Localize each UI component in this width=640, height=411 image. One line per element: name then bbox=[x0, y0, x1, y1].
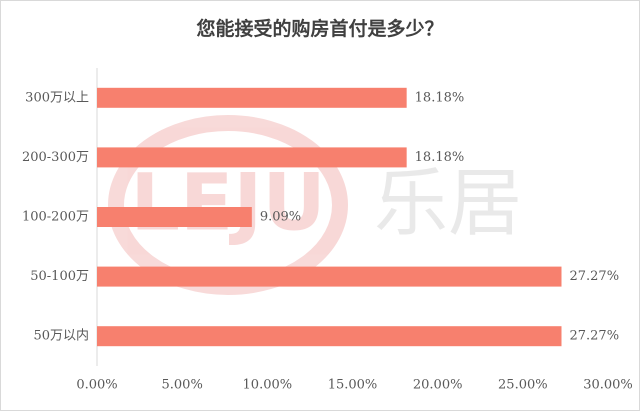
y-tick-label: 50万以内 bbox=[33, 328, 89, 344]
y-tick-label: 50-100万 bbox=[30, 269, 89, 284]
y-tick-label: 200-300万 bbox=[22, 150, 89, 165]
value-label: 18.18% bbox=[415, 90, 465, 105]
value-label: 9.09% bbox=[260, 210, 301, 225]
y-tick-label: 100-200万 bbox=[22, 210, 89, 225]
value-label: 27.27% bbox=[569, 329, 619, 344]
watermark-text: 乐居 bbox=[374, 161, 522, 247]
watermark-logo: LEJU bbox=[130, 158, 325, 248]
value-label: 27.27% bbox=[569, 269, 619, 284]
x-tick-label: 25.00% bbox=[498, 378, 548, 393]
x-tick-label: 5.00% bbox=[162, 378, 203, 393]
watermark-ring bbox=[108, 115, 348, 295]
bar bbox=[97, 207, 252, 227]
x-tick-label: 10.00% bbox=[243, 378, 293, 393]
watermark: LEJU 乐居 bbox=[108, 115, 522, 295]
x-tick-label: 30.00% bbox=[583, 378, 633, 393]
bar bbox=[97, 147, 407, 168]
bar bbox=[97, 326, 562, 347]
x-tick-label: 0.00% bbox=[76, 378, 117, 393]
y-tick-label: 300万以上 bbox=[25, 90, 89, 105]
x-tick-label: 20.00% bbox=[413, 378, 463, 393]
bar bbox=[97, 266, 562, 287]
value-label: 18.18% bbox=[415, 150, 465, 165]
chart-title: 您能接受的购房首付是多少？ bbox=[196, 17, 443, 40]
bar bbox=[97, 87, 407, 108]
x-tick-label: 15.00% bbox=[328, 378, 378, 393]
